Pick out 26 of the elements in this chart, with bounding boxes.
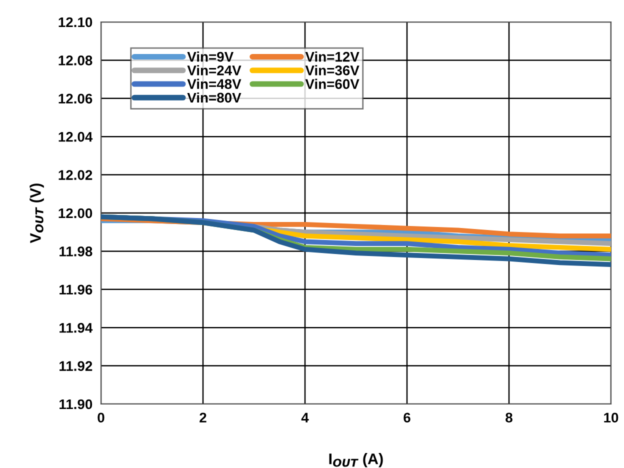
y-tick-label: 11.96	[60, 284, 92, 295]
x-tick-label: 2	[200, 412, 206, 422]
y-tick-label: 12.02	[58, 170, 92, 180]
y-tick-label: 12.04	[58, 132, 93, 142]
y-tick-label: 11.98	[60, 246, 92, 256]
y-axis-title: V$_{OUT}$ (V)	[30, 184, 44, 244]
x-axis-title: I$_{OUT}$ (A)	[329, 453, 383, 468]
y-tick-label: 11.90	[60, 399, 92, 410]
y-tick-label: 12.00	[58, 208, 92, 218]
x-tick-label: 0	[98, 412, 104, 423]
y-tick-label: 12.06	[58, 94, 92, 104]
legend-label: Vin=60V	[305, 78, 360, 89]
y-tick-label: 12.08	[58, 56, 92, 66]
x-tick-label: 10	[604, 412, 618, 423]
legend-label: Vin=24V	[187, 65, 242, 76]
x-tick-label: 6	[404, 412, 410, 423]
y-tick-label: 11.92	[60, 361, 92, 371]
x-tick-label: 4	[301, 412, 309, 422]
legend-label: Vin=80V	[187, 92, 242, 103]
legend-label: Vin=48V	[187, 78, 242, 89]
legend-label: Vin=9V	[187, 52, 234, 62]
y-tick-label: 11.94	[60, 322, 93, 333]
x-tick-label: 8	[506, 412, 512, 423]
legend-label: Vin=12V	[305, 52, 360, 62]
legend-label: Vin=36V	[305, 65, 360, 76]
y-tick-label: 12.10	[58, 17, 92, 28]
